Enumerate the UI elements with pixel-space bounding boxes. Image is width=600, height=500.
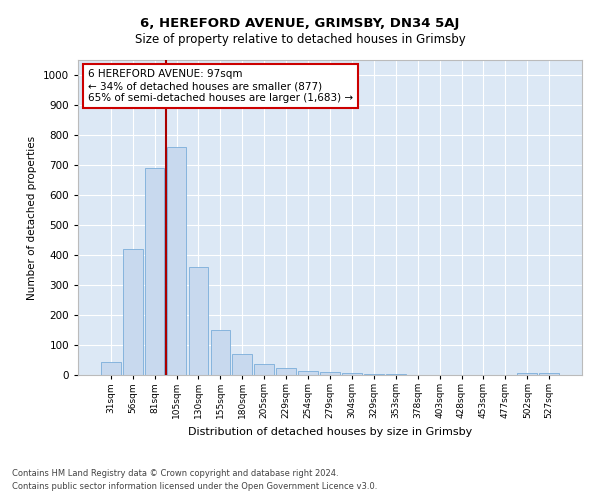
Bar [167, 147, 187, 375]
Y-axis label: Number of detached properties: Number of detached properties [27, 136, 37, 300]
Bar [342, 373, 362, 375]
Bar [276, 368, 296, 375]
Text: Contains HM Land Registry data © Crown copyright and database right 2024.: Contains HM Land Registry data © Crown c… [12, 468, 338, 477]
Bar [254, 364, 274, 375]
Text: Size of property relative to detached houses in Grimsby: Size of property relative to detached ho… [134, 32, 466, 46]
Text: Contains public sector information licensed under the Open Government Licence v3: Contains public sector information licen… [12, 482, 377, 491]
Bar [298, 370, 318, 375]
Bar [101, 362, 121, 375]
Text: 6 HEREFORD AVENUE: 97sqm
← 34% of detached houses are smaller (877)
65% of semi-: 6 HEREFORD AVENUE: 97sqm ← 34% of detach… [88, 70, 353, 102]
Text: 6, HEREFORD AVENUE, GRIMSBY, DN34 5AJ: 6, HEREFORD AVENUE, GRIMSBY, DN34 5AJ [140, 18, 460, 30]
X-axis label: Distribution of detached houses by size in Grimsby: Distribution of detached houses by size … [188, 426, 472, 436]
Bar [211, 330, 230, 375]
Bar [123, 249, 143, 375]
Bar [188, 267, 208, 375]
Bar [320, 372, 340, 375]
Bar [386, 374, 406, 375]
Bar [145, 168, 164, 375]
Bar [539, 372, 559, 375]
Bar [517, 372, 537, 375]
Bar [232, 354, 252, 375]
Bar [364, 374, 384, 375]
